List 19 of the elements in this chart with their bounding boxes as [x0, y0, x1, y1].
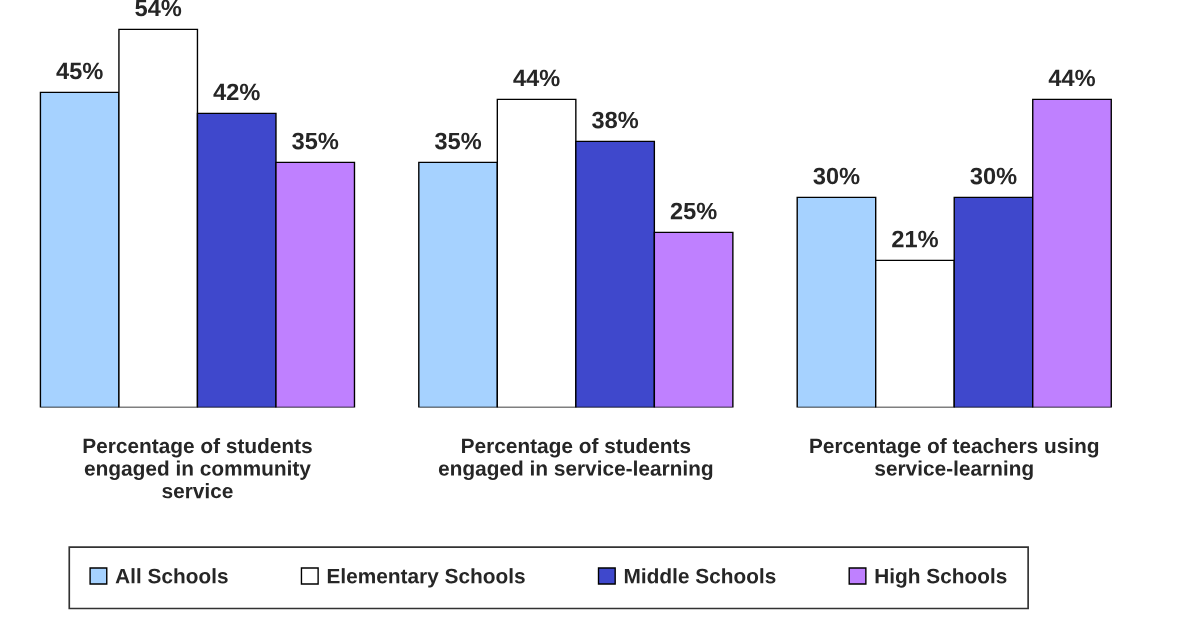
- data-label: 30%: [813, 167, 860, 185]
- legend-label: High Schools: [875, 568, 1007, 588]
- data-label: 42%: [213, 83, 260, 101]
- data-label: 21%: [892, 230, 938, 248]
- legend-label: All Schools: [115, 568, 228, 584]
- legend-label: Elementary Schools: [327, 568, 525, 588]
- data-label: 35%: [292, 132, 339, 150]
- data-label: 38%: [592, 111, 639, 129]
- data-label: 44%: [1048, 69, 1096, 87]
- x-tick-label: Percentage of students engaged in service-learning: [438, 437, 713, 481]
- legend-label: Middle Schools: [624, 568, 776, 584]
- data-label: 35%: [434, 132, 482, 150]
- x-tick-label: Percentage of teachers using service-learning: [810, 437, 1099, 481]
- data-label: 30%: [970, 167, 1017, 185]
- data-label: 25%: [670, 202, 717, 220]
- data-label: 44%: [513, 69, 560, 87]
- data-label: 54%: [135, 0, 182, 17]
- x-tick-label: Percentage of students engaged in community service: [83, 437, 312, 499]
- data-label: 45%: [56, 62, 103, 80]
